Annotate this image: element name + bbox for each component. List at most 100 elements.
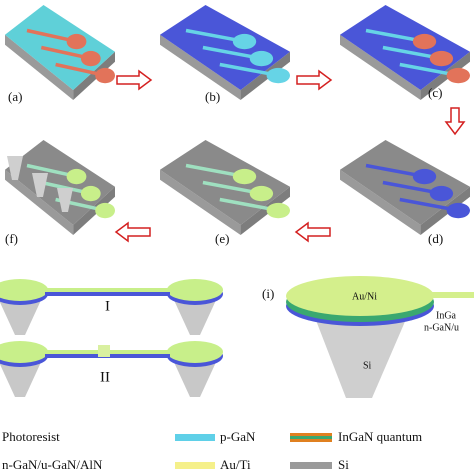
slab-side (340, 34, 421, 100)
panel-label: (c) (428, 85, 442, 100)
layer-label: Si (363, 360, 372, 371)
process-arrow (116, 69, 153, 91)
legend-text: InGaN quantum (338, 429, 422, 444)
device-bridge (55, 62, 103, 77)
process-arrow (114, 221, 151, 243)
process-arrow (444, 107, 466, 136)
device-pad (429, 185, 454, 202)
device-pad (446, 202, 470, 219)
drawings (0, 5, 474, 469)
slab-side (340, 169, 421, 235)
device-pad (232, 33, 257, 50)
device-pad (95, 67, 115, 84)
device-pad (80, 185, 101, 202)
device-pad (232, 168, 257, 185)
pillar (32, 173, 48, 197)
legend-text: Au/Ti (220, 457, 251, 472)
legend-swatch (290, 436, 332, 439)
panel-label: (d) (428, 231, 443, 246)
pillar (0, 360, 42, 397)
device-bridge (185, 28, 241, 43)
device-bridge (40, 45, 88, 60)
bridge-top (430, 292, 474, 298)
legend-text: n-GaN/u-GaN/AlN (2, 457, 103, 472)
bridge-layer (45, 291, 170, 296)
structure-label: I (105, 298, 110, 314)
layer-label: InGa (436, 310, 457, 321)
device-bridge (185, 163, 241, 178)
device-pad (266, 67, 290, 84)
bridge-top (45, 288, 170, 292)
pillar (7, 156, 23, 180)
panel-label: (b) (205, 89, 220, 104)
pillar (173, 360, 217, 397)
slab-top (5, 140, 115, 225)
slab-top (160, 5, 290, 90)
device-pad (412, 33, 437, 50)
pillar (173, 298, 217, 335)
slab-side (160, 169, 241, 235)
device-bridge (219, 197, 275, 212)
device-pad (80, 50, 101, 67)
structure-label: II (100, 369, 110, 385)
slab-top (340, 140, 470, 225)
slab-top (5, 5, 115, 90)
legend-swatch (175, 434, 215, 441)
device-bridge (399, 62, 455, 77)
device-bridge (382, 180, 438, 195)
slab-top (160, 140, 290, 225)
device-pad (249, 185, 274, 202)
layer-label: Au/Ni (352, 291, 377, 302)
legend-swatch (290, 462, 332, 469)
device-bridge (399, 197, 455, 212)
device-pad (266, 202, 290, 219)
panel-label: (i) (262, 286, 274, 301)
pillar (312, 310, 410, 398)
pad-top (167, 279, 223, 301)
slab-side (5, 169, 74, 235)
device-bridge (40, 180, 88, 195)
slab-side (160, 34, 241, 100)
legend-swatch (175, 462, 215, 469)
process-arrow (296, 69, 333, 91)
legend-text: Si (338, 457, 349, 472)
slab-side (420, 186, 470, 235)
pillar (0, 298, 42, 335)
device-bridge (219, 62, 275, 77)
panel-label: (f) (5, 231, 18, 246)
process-arrow (294, 221, 331, 243)
slab-side (420, 51, 470, 100)
legend-text: Photoresist (2, 429, 60, 444)
device-pad (66, 168, 87, 185)
slab-side (73, 51, 115, 100)
disk-top (286, 276, 434, 316)
device-pad (412, 168, 437, 185)
slab-side (73, 186, 115, 235)
device-bridge (202, 180, 258, 195)
panel-label: (e) (215, 231, 229, 246)
device-pad (66, 33, 87, 50)
device-pad (429, 50, 454, 67)
panel-label: (a) (8, 89, 22, 104)
device-bridge (365, 163, 421, 178)
pad-top (0, 279, 48, 301)
device-bridge (26, 28, 74, 43)
legend-text: p-GaN (220, 429, 256, 444)
pad-top (0, 341, 48, 363)
device-bridge (202, 45, 258, 60)
slab-top (340, 5, 470, 90)
pillar (57, 188, 73, 212)
slab-side (5, 34, 74, 100)
layer-label: n-GaN/u (424, 322, 459, 333)
device-bridge (26, 163, 74, 178)
bridge-block (98, 345, 110, 357)
device-pad (95, 202, 115, 219)
legend-swatch (290, 433, 332, 436)
pad-top (167, 341, 223, 363)
device-bridge (365, 28, 421, 43)
slab-side (240, 51, 290, 100)
slab-side (240, 186, 290, 235)
device-pad (446, 67, 470, 84)
device-pad (249, 50, 274, 67)
